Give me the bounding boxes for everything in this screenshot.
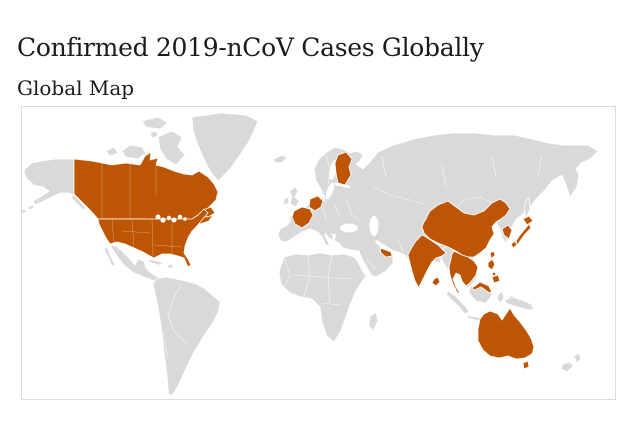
region-tasmania [522,360,530,370]
region-sakhalin [523,197,531,219]
region-new-guinea [503,296,535,311]
country-united-kingdom [289,186,300,208]
caspian-sea [369,216,379,236]
country-china [421,198,511,258]
country-taiwan [489,250,496,259]
region-indochina [448,250,479,296]
map-subtitle: Global Map [17,75,135,100]
country-japan [510,215,534,249]
region-south-america [152,276,221,397]
country-canada [73,151,219,225]
country-philippines [487,258,501,284]
world-map [22,112,599,397]
country-australia [477,307,535,360]
region-caribbean-islands [147,258,174,269]
gulf-of-finland [334,182,351,189]
region-africa [278,252,370,343]
country-greenland [191,112,259,182]
country-germany [308,195,324,212]
country-sri-lanka [431,276,441,287]
country-india [407,234,447,289]
country-usa [97,208,209,268]
page-title: Confirmed 2019-nCoV Cases Globally [17,32,484,62]
country-south-korea [501,224,513,240]
region-malaysia-borneo [471,281,493,294]
country-ireland [283,196,290,206]
country-border-lines [101,154,543,360]
global-map-panel [21,106,616,400]
country-alaska [22,158,87,215]
country-new-zealand [560,352,582,373]
baltic-sea [325,182,335,200]
country-france [291,206,314,229]
great-lakes [155,214,187,223]
region-mexico-central-america [103,244,170,289]
country-uae [379,247,393,258]
red-sea [356,252,371,275]
country-finland [334,151,353,186]
region-canadian-arctic-islands [105,116,186,166]
country-iceland [273,154,288,164]
black-sea [340,223,358,233]
country-madagascar [368,312,379,332]
